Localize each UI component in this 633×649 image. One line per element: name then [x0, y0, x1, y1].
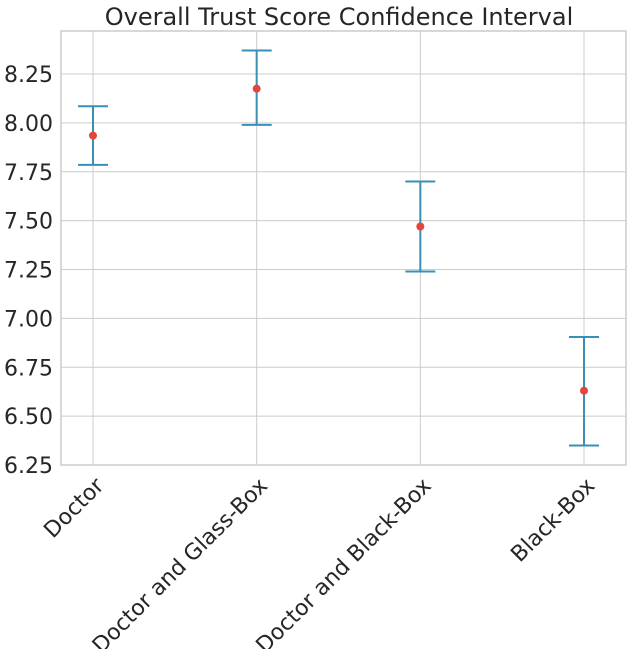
y-tick-label: 6.50 [4, 405, 53, 430]
y-tick-label: 7.50 [4, 210, 53, 235]
y-tick-label: 6.25 [4, 454, 53, 479]
x-tick-label: Doctor and Glass-Box [88, 474, 273, 649]
x-tick-label: Doctor and Black-Box [252, 474, 437, 649]
mean-point [416, 222, 425, 231]
y-tick-label: 8.00 [4, 112, 53, 137]
error-bar [241, 49, 272, 126]
grid-lines [61, 31, 626, 466]
y-tick-label: 8.25 [4, 63, 53, 88]
mean-point [89, 131, 97, 140]
y-tick-label: 7.75 [4, 161, 53, 186]
mean-point [252, 84, 261, 93]
x-tick-label: Doctor [39, 473, 109, 543]
y-axis-ticks: 6.25 6.50 6.75 7.00 7.25 7.50 7.75 8.00 8.25 [4, 63, 53, 479]
y-tick-label: 7.25 [4, 259, 53, 284]
y-tick-label: 6.75 [4, 356, 53, 381]
mean-point [580, 386, 588, 395]
error-bar [78, 105, 108, 166]
y-tick-label: 7.00 [4, 307, 53, 332]
x-tick-label: Black-Box [506, 474, 600, 568]
data-marks [78, 49, 599, 447]
chart-title: Overall Trust Score Confidence Interval [105, 3, 573, 31]
error-bar [405, 180, 436, 273]
plot-frame [60, 30, 627, 466]
error-bar [569, 335, 599, 447]
